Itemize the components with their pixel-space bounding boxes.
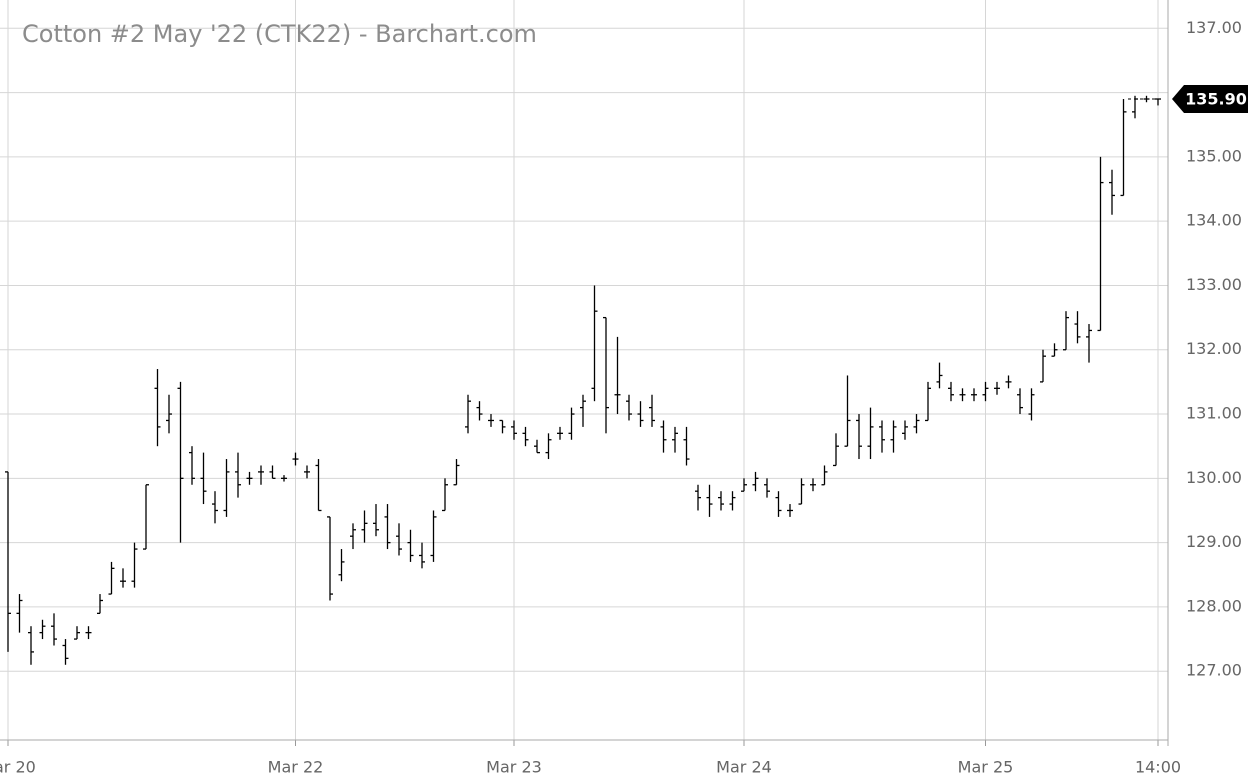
y-tick-label: 132.00 — [1186, 339, 1242, 358]
x-tick-label: 14:00 — [1135, 758, 1181, 777]
last-price-label: 135.90 — [1185, 90, 1247, 109]
y-tick-label: 127.00 — [1186, 661, 1242, 680]
y-tick-label: 130.00 — [1186, 468, 1242, 487]
y-tick-label: 135.00 — [1186, 146, 1242, 165]
y-tick-label: 129.00 — [1186, 532, 1242, 551]
chart-title: Cotton #2 May '22 (CTK22) - Barchart.com — [22, 20, 537, 48]
y-tick-label: 128.00 — [1186, 596, 1242, 615]
x-tick-label: Mar 20 — [0, 758, 36, 777]
x-tick-label: Mar 24 — [716, 758, 772, 777]
x-tick-label: Mar 23 — [486, 758, 542, 777]
y-tick-label: 137.00 — [1186, 18, 1242, 37]
last-price-tag — [1172, 85, 1248, 114]
y-tick-label: 131.00 — [1186, 404, 1242, 423]
y-tick-label: 134.00 — [1186, 211, 1242, 230]
x-tick-label: Mar 25 — [958, 758, 1014, 777]
x-tick-label: Mar 22 — [268, 758, 324, 777]
y-tick-label: 133.00 — [1186, 275, 1242, 294]
